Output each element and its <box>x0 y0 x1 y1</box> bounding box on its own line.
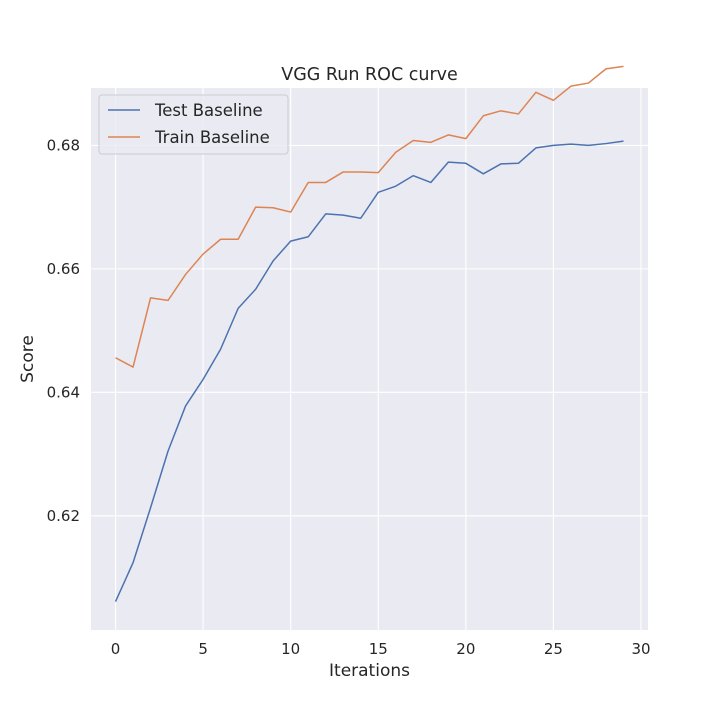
x-tick-label: 10 <box>281 640 300 658</box>
series-line-test-baseline <box>114 140 624 602</box>
legend-label-test-baseline: Test Baseline <box>154 101 263 120</box>
y-tick-label: 0.62 <box>47 507 80 525</box>
series-lines <box>114 65 624 602</box>
x-tick-label: 5 <box>198 640 208 658</box>
x-tick-label: 15 <box>369 640 388 658</box>
plot-area <box>91 88 648 630</box>
y-tick-label: 0.68 <box>47 136 80 154</box>
series-line-train-baseline <box>115 65 624 368</box>
x-tick-label: 20 <box>456 640 475 658</box>
legend-label-train-baseline: Train Baseline <box>154 128 270 147</box>
x-tick-label: 25 <box>544 640 563 658</box>
legend-box <box>98 94 289 155</box>
tick-labels: 0 5 10 15 20 25 30 0.62 0.64 0.66 0.68 <box>47 136 651 658</box>
x-axis-title: Iterations <box>329 661 410 681</box>
x-tick-label: 30 <box>631 640 650 658</box>
chart-title: VGG Run ROC curve <box>281 65 458 85</box>
legend: Test Baseline Train Baseline <box>98 94 289 155</box>
y-tick-label: 0.64 <box>47 383 80 401</box>
y-tick-label: 0.66 <box>47 260 80 278</box>
y-axis-title: Score <box>18 335 38 383</box>
x-tick-label: 0 <box>111 640 121 658</box>
